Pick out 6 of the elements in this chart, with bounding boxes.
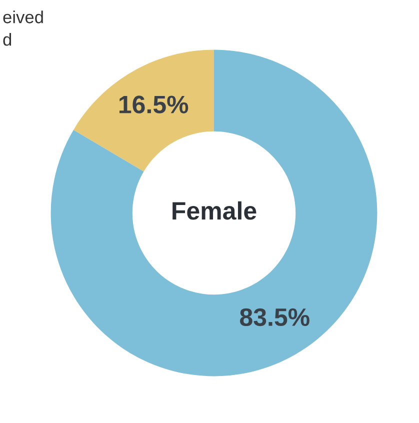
data-label: 16.5% <box>119 96 188 114</box>
data-label: 83.5% <box>240 308 310 326</box>
donut-slice <box>50 50 378 376</box>
donut-slice <box>74 50 214 172</box>
text: Female <box>172 201 256 220</box>
text: eived d <box>3 10 43 46</box>
